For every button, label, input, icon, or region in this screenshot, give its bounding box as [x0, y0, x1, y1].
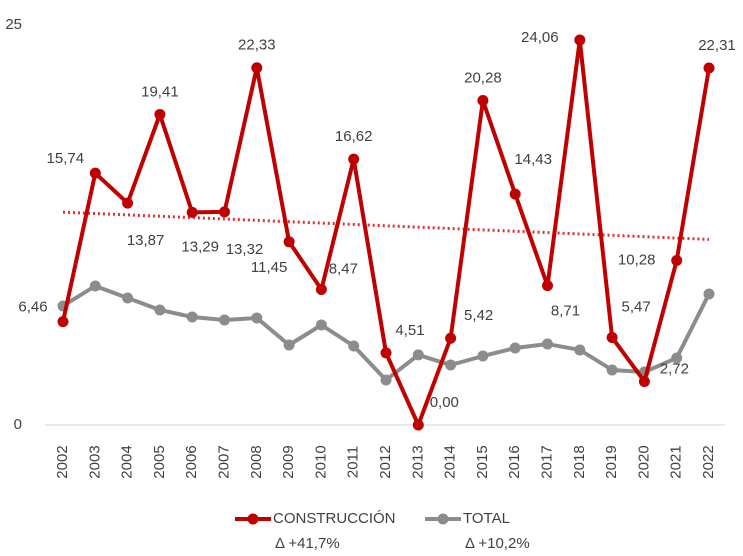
data-label: 24,06 — [521, 29, 559, 46]
legend-note: Δ +10,2% — [465, 535, 530, 551]
data-label: 13,87 — [127, 232, 165, 249]
x-tick-label: 2018 — [571, 445, 588, 478]
data-label: 22,33 — [238, 37, 276, 54]
point — [251, 62, 263, 74]
point — [671, 352, 683, 364]
x-tick-label: 2007 — [215, 445, 232, 478]
point — [412, 349, 424, 361]
legend-swatch — [437, 513, 449, 525]
point — [251, 312, 263, 324]
data-label: 13,29 — [181, 238, 219, 255]
x-tick-label: 2009 — [280, 445, 297, 478]
data-label: 19,41 — [141, 83, 179, 100]
x-tick-label: 2016 — [506, 445, 523, 478]
legend-note: Δ +41,7% — [275, 535, 340, 551]
point — [606, 331, 618, 343]
legend-label: TOTAL — [463, 510, 510, 527]
point — [283, 236, 295, 248]
point — [412, 419, 424, 431]
data-label: 0,00 — [430, 394, 459, 411]
y-tick-label: 0 — [14, 416, 22, 433]
point — [606, 364, 618, 376]
point — [57, 316, 69, 328]
x-tick-label: 2019 — [603, 445, 620, 478]
data-label: 11,45 — [251, 259, 287, 276]
data-label: 15,74 — [47, 150, 85, 167]
x-tick-label: 2015 — [474, 445, 491, 478]
point — [315, 283, 327, 295]
point — [542, 338, 553, 350]
data-label: 2,72 — [660, 360, 689, 377]
x-tick-label: 2020 — [635, 445, 652, 478]
x-tick-label: 2017 — [538, 445, 555, 478]
point — [477, 350, 489, 362]
data-label: 22,31 — [698, 37, 736, 54]
point — [348, 153, 360, 165]
point — [542, 280, 553, 292]
x-tick-label: 2013 — [409, 445, 426, 478]
point — [703, 62, 715, 74]
point — [445, 332, 457, 344]
point — [154, 304, 166, 316]
point — [509, 342, 521, 354]
point — [122, 197, 134, 209]
data-label: 10,28 — [618, 251, 656, 268]
point — [283, 339, 295, 351]
data-label: 20,28 — [464, 69, 502, 86]
data-label: 6,46 — [18, 299, 47, 316]
point — [154, 108, 166, 120]
legend-swatch — [247, 513, 259, 525]
point — [219, 314, 230, 326]
data-label: 4,51 — [395, 322, 424, 339]
x-tick-label: 2005 — [151, 445, 168, 478]
x-tick-label: 2004 — [119, 445, 136, 478]
y-tick-label: 25 — [5, 16, 22, 33]
point — [89, 280, 101, 292]
data-label: 16,62 — [335, 128, 373, 145]
x-tick-label: 2010 — [312, 445, 329, 478]
x-tick-label: 2022 — [700, 445, 717, 478]
point — [348, 340, 360, 352]
point — [671, 255, 683, 267]
point — [89, 167, 101, 179]
point — [380, 347, 392, 359]
data-label: 14,43 — [514, 151, 552, 168]
x-tick-label: 2003 — [86, 445, 103, 478]
point — [574, 344, 586, 356]
data-label: 8,47 — [329, 260, 358, 277]
data-label: 5,47 — [621, 298, 650, 315]
data-label: 5,42 — [464, 307, 493, 324]
point — [477, 95, 489, 107]
point — [186, 311, 198, 323]
point — [638, 375, 650, 387]
legend-label: CONSTRUCCIÓN — [273, 510, 396, 527]
point — [703, 288, 715, 300]
point — [186, 206, 198, 218]
point — [219, 206, 230, 218]
point — [445, 359, 457, 371]
x-tick-label: 2014 — [442, 445, 459, 478]
point — [380, 374, 392, 386]
x-tick-label: 2012 — [377, 445, 394, 478]
point — [315, 319, 327, 331]
point — [574, 34, 586, 46]
x-tick-label: 2002 — [54, 445, 71, 478]
point — [122, 292, 134, 304]
x-tick-label: 2008 — [248, 445, 265, 478]
data-label: 8,71 — [551, 303, 580, 320]
point — [509, 188, 521, 200]
x-tick-label: 2006 — [183, 445, 200, 478]
x-tick-label: 2021 — [668, 445, 685, 478]
data-label: 13,32 — [226, 241, 264, 258]
x-tick-label: 2011 — [345, 446, 362, 478]
